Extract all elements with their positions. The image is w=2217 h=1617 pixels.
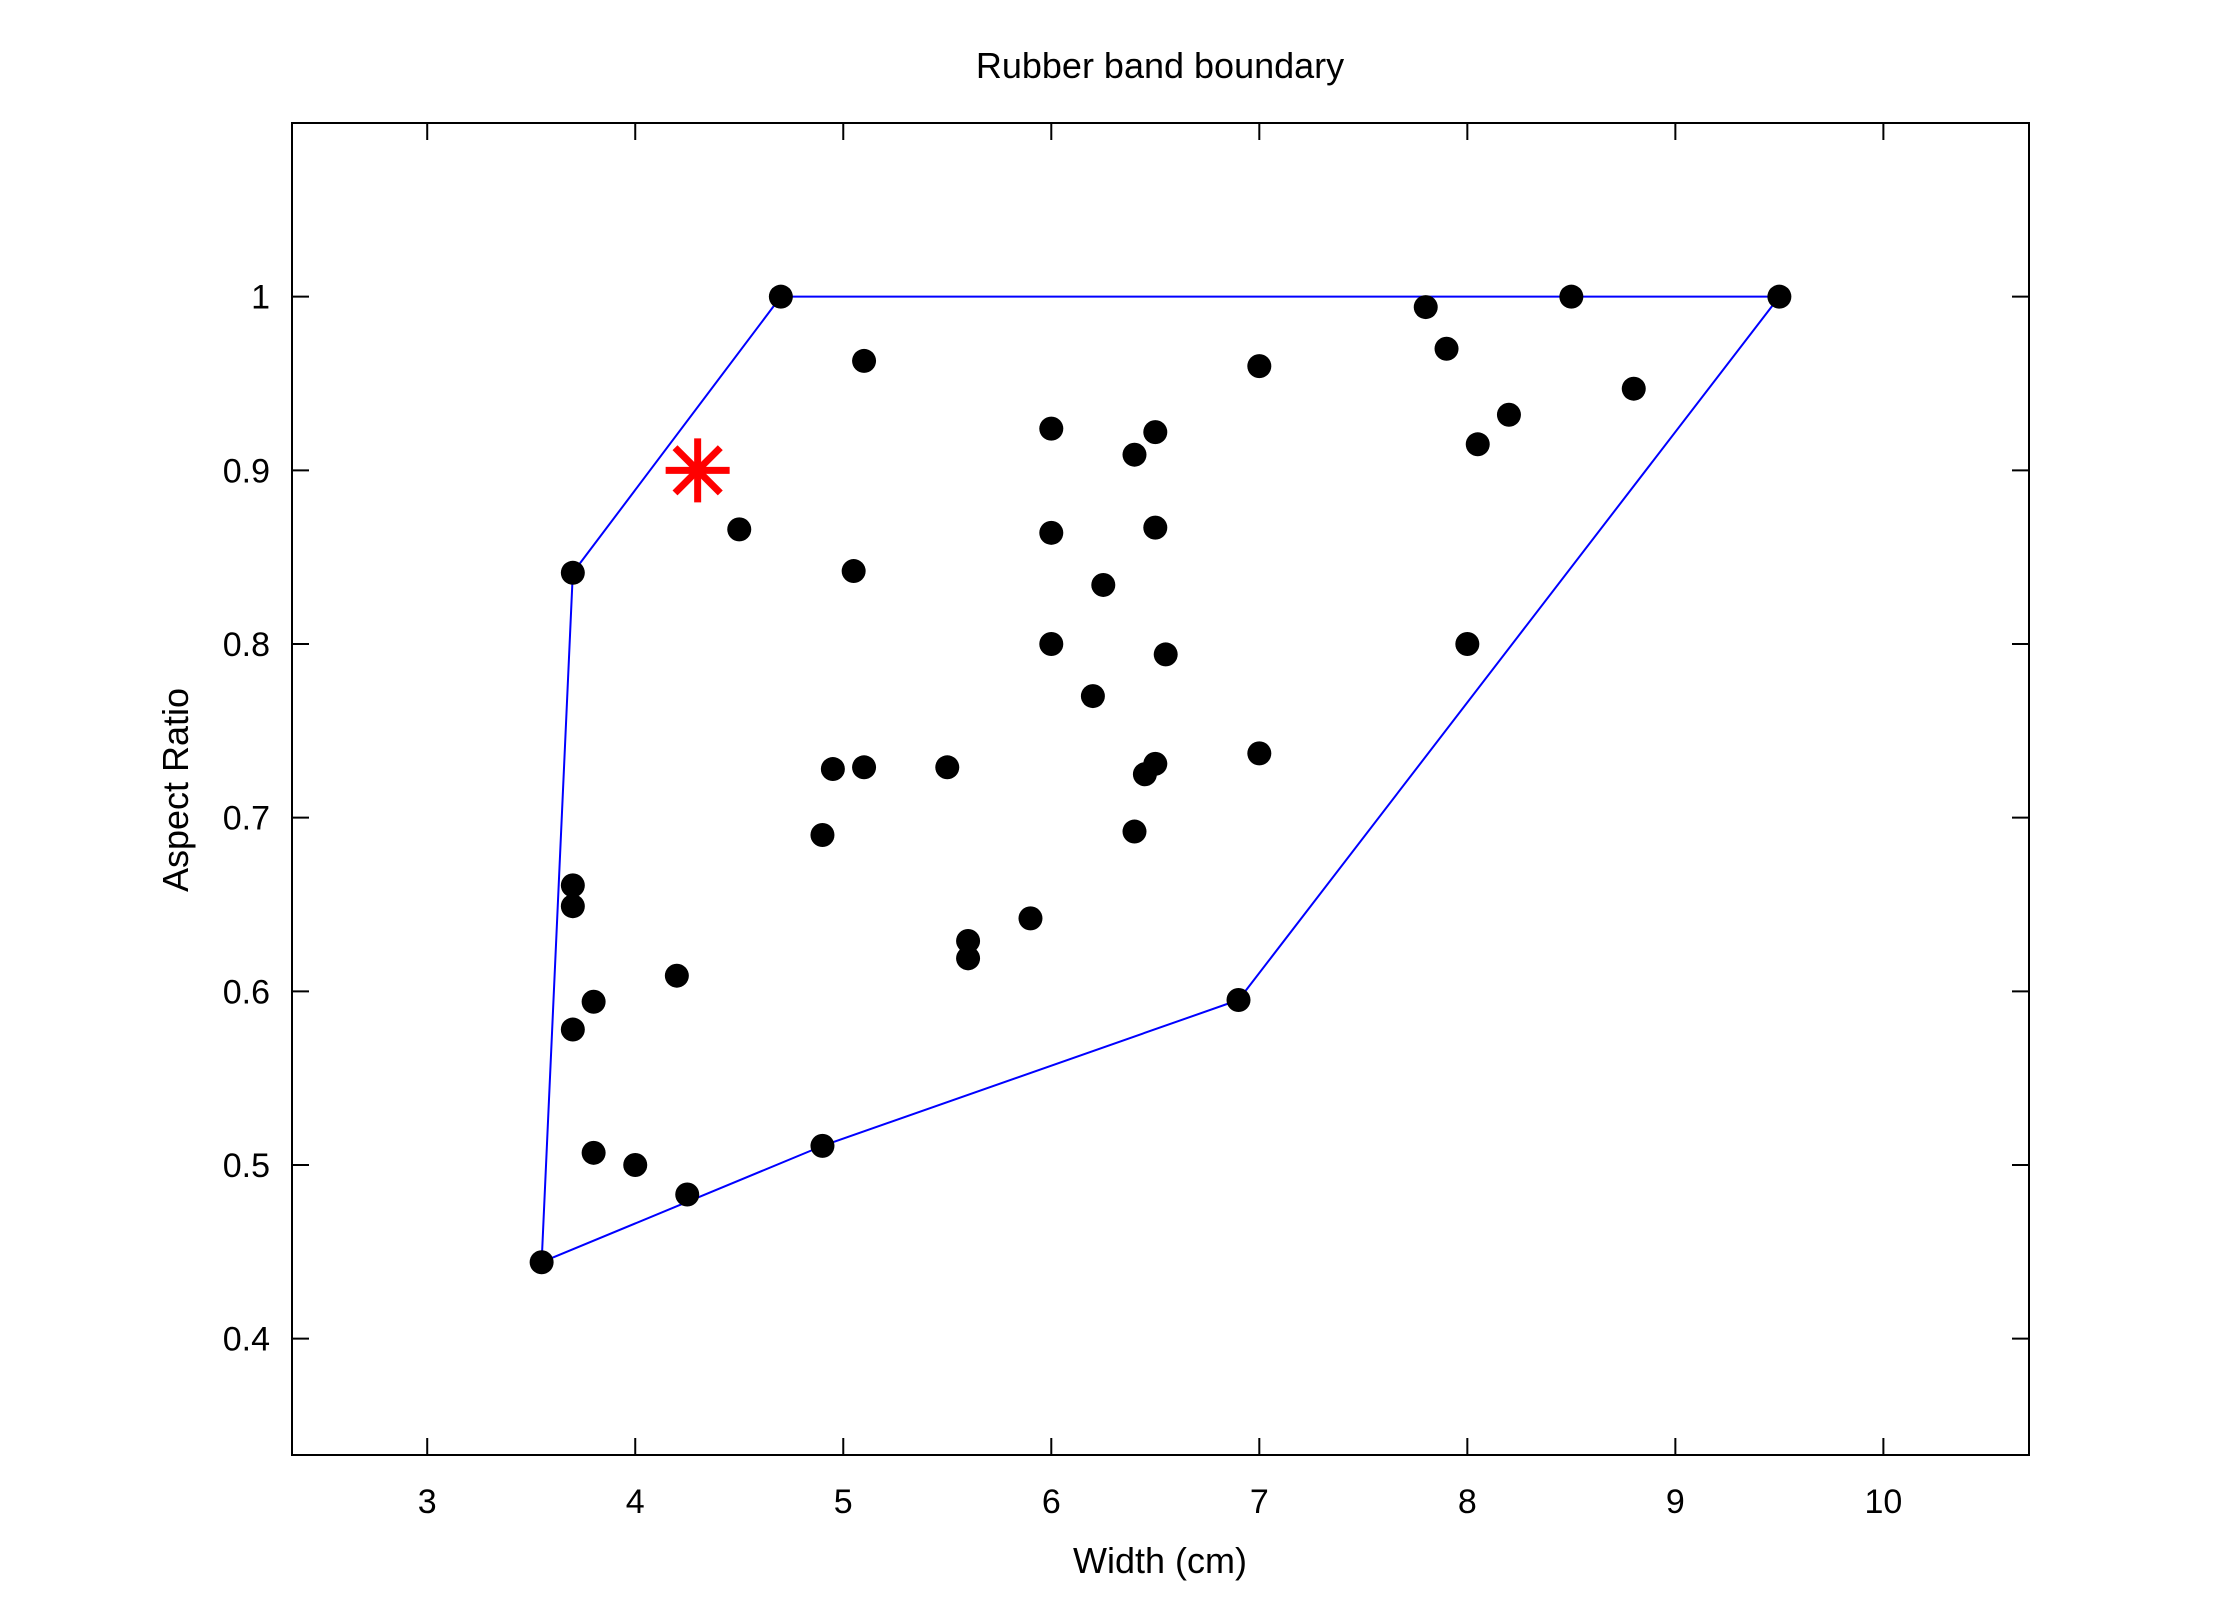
data-point xyxy=(581,989,606,1014)
y-tick-label: 0.7 xyxy=(223,800,270,838)
x-axis-label: Width (cm) xyxy=(1073,1540,1247,1581)
data-point xyxy=(560,1017,585,1042)
data-point xyxy=(675,1182,700,1207)
data-point xyxy=(560,894,585,919)
data-point xyxy=(1455,631,1480,656)
data-point xyxy=(1559,284,1584,309)
y-tick-label: 0.8 xyxy=(223,626,270,664)
data-point xyxy=(1122,819,1147,844)
data-point xyxy=(1465,432,1490,457)
x-tick-label: 9 xyxy=(1666,1483,1685,1521)
x-tick-label: 10 xyxy=(1864,1483,1902,1521)
data-point xyxy=(1496,402,1521,427)
data-point xyxy=(935,755,960,780)
data-point xyxy=(956,946,981,971)
data-point xyxy=(956,928,981,953)
x-tick-label: 3 xyxy=(418,1483,437,1521)
data-point xyxy=(1767,284,1792,309)
data-point xyxy=(1091,572,1116,597)
y-tick-label: 0.9 xyxy=(223,452,270,490)
x-tick-label: 6 xyxy=(1042,1483,1061,1521)
data-point xyxy=(841,559,866,584)
data-point xyxy=(1247,741,1272,766)
y-tick-label: 0.5 xyxy=(223,1147,270,1185)
data-point xyxy=(1080,684,1105,709)
data-point xyxy=(820,757,845,782)
x-tick-label: 8 xyxy=(1458,1483,1477,1521)
data-point xyxy=(1413,295,1438,320)
chart-title: Rubber band boundary xyxy=(976,45,1344,86)
plot-area xyxy=(291,122,2030,1456)
data-point xyxy=(1247,354,1272,379)
y-tick-label: 0.6 xyxy=(223,973,270,1011)
data-point xyxy=(664,963,689,988)
data-point xyxy=(852,755,877,780)
data-point xyxy=(1153,642,1178,667)
x-axis: 3 4 5 6 7 8 9 10 xyxy=(418,123,1902,1521)
data-point xyxy=(1132,762,1157,787)
data-point xyxy=(623,1152,648,1177)
data-point xyxy=(1143,420,1168,445)
data-point xyxy=(810,823,835,848)
data-point xyxy=(768,284,793,309)
data-point xyxy=(560,873,585,898)
query-point-star xyxy=(665,438,730,503)
y-tick-label: 1 xyxy=(251,279,270,317)
data-point xyxy=(581,1140,606,1165)
data-point xyxy=(1039,631,1064,656)
query-star-stroke xyxy=(672,445,723,496)
data-point xyxy=(1122,442,1147,467)
data-point xyxy=(1434,336,1459,361)
data-points xyxy=(529,284,1792,1275)
data-point xyxy=(560,560,585,585)
data-point xyxy=(1621,376,1646,401)
data-point xyxy=(1018,906,1043,931)
data-point xyxy=(1226,988,1251,1013)
y-axis-label: Aspect Ratio xyxy=(155,688,196,892)
data-point xyxy=(1039,520,1064,545)
data-point xyxy=(727,517,752,542)
data-point xyxy=(810,1133,835,1158)
y-axis: 0.4 0.5 0.6 0.7 0.8 0.9 1 xyxy=(223,279,2029,1359)
data-point xyxy=(529,1250,554,1275)
x-tick-label: 5 xyxy=(834,1483,853,1521)
y-tick-label: 0.4 xyxy=(223,1321,270,1359)
data-point xyxy=(1039,416,1064,441)
data-point xyxy=(1143,515,1168,540)
x-tick-label: 4 xyxy=(626,1483,645,1521)
data-point xyxy=(852,348,877,373)
x-tick-label: 7 xyxy=(1250,1483,1269,1521)
